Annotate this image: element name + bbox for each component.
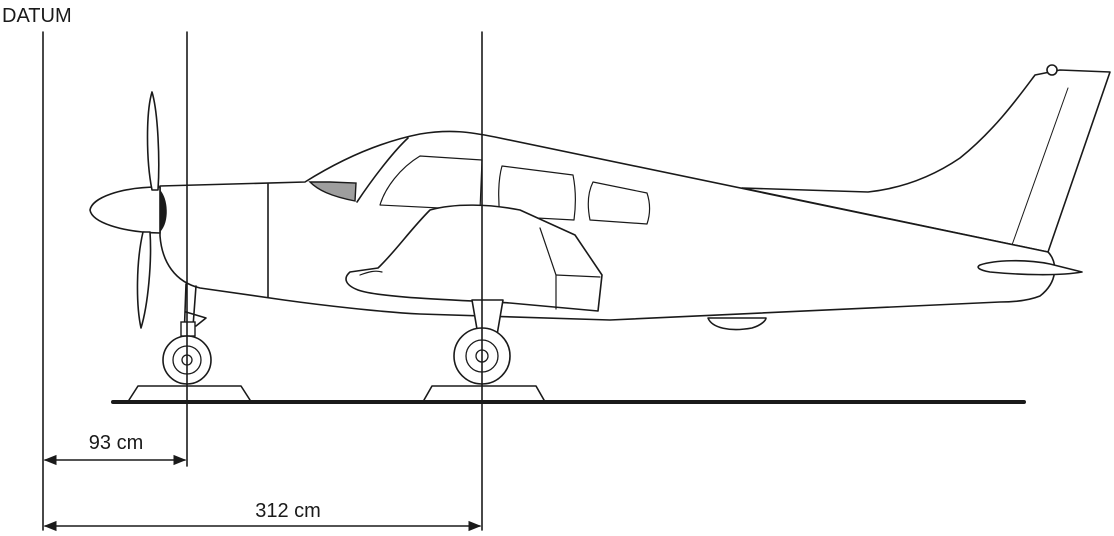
wing bbox=[345, 204, 603, 312]
windshield bbox=[308, 181, 357, 202]
dimension-label-312: 312 cm bbox=[255, 500, 321, 522]
vertical-stabilizer bbox=[741, 69, 1111, 253]
propeller-blade-lower bbox=[136, 231, 152, 329]
fuselage bbox=[159, 130, 1056, 321]
horizontal-stabilizer bbox=[977, 259, 1083, 276]
cabin-window-2 bbox=[498, 165, 576, 221]
spinner bbox=[89, 186, 161, 234]
dimension-label-93: 93 cm bbox=[89, 432, 143, 454]
cabin-window-3 bbox=[587, 181, 651, 225]
datum-label: DATUM bbox=[2, 5, 72, 27]
propeller-blade-upper bbox=[146, 91, 160, 191]
main-wheel-scale bbox=[423, 385, 545, 401]
nose-wheel-scale bbox=[128, 385, 251, 401]
airplane bbox=[89, 64, 1111, 385]
